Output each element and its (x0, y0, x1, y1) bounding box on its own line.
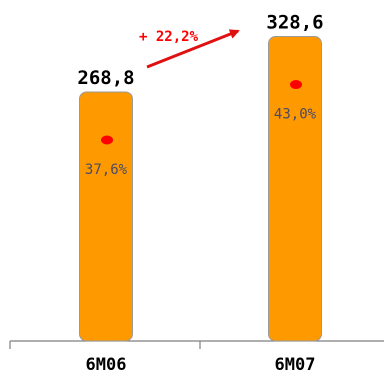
percent-marker (101, 135, 113, 145)
category-label: 6M06 (86, 355, 127, 375)
bar (268, 36, 322, 342)
percent-marker (290, 80, 302, 90)
growth-arrow (146, 29, 240, 69)
bar-value-label: 328,6 (266, 12, 323, 34)
percent-label: 43,0% (274, 107, 317, 123)
bar-value-label: 268,8 (77, 67, 134, 89)
growth-label: + 22,2% (139, 29, 199, 45)
bar (79, 91, 133, 342)
bars-layer: 268,8 37,6% 328,6 43,0% (77, 12, 324, 342)
percent-label: 37,6% (85, 162, 128, 178)
category-label: 6M07 (275, 355, 316, 375)
